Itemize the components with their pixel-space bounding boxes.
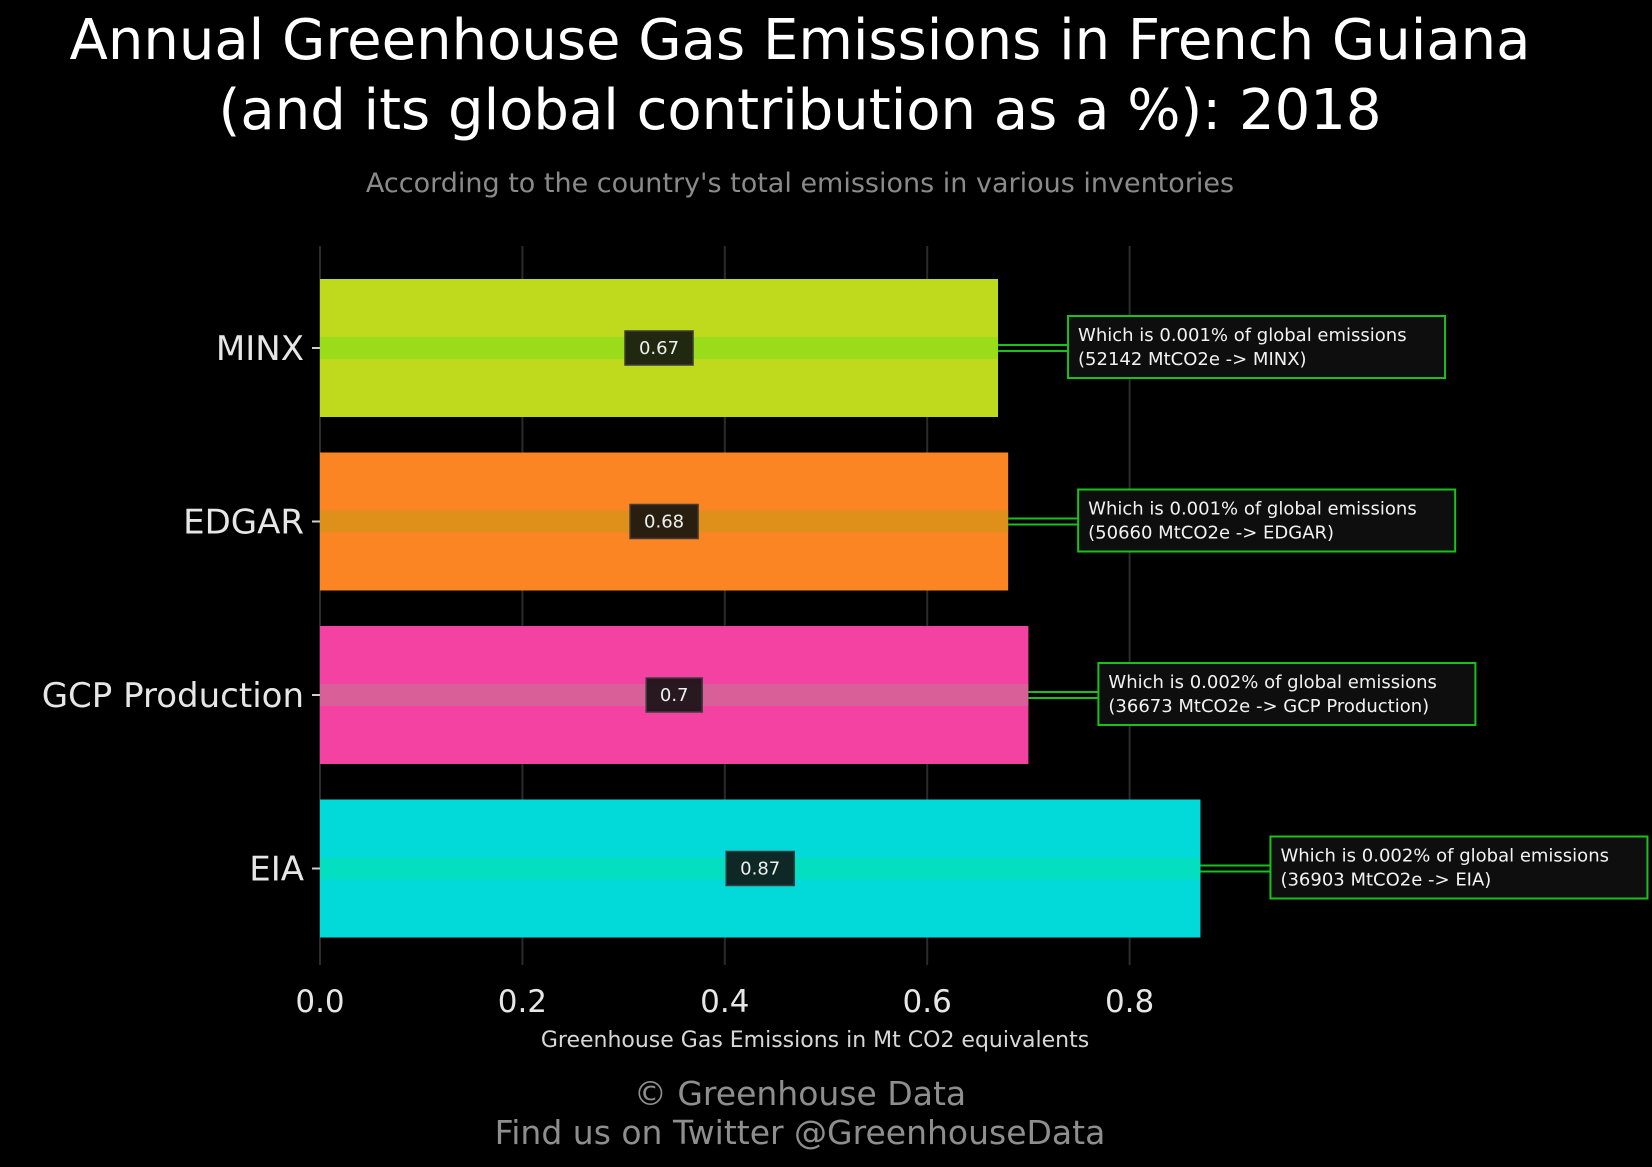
y-tick-label: EDGAR bbox=[183, 503, 304, 543]
data-label-box bbox=[629, 503, 699, 540]
annotation-line-1: Which is 0.002% of global emissions bbox=[1108, 672, 1437, 693]
y-tick-label: GCP Production bbox=[42, 676, 304, 716]
x-tick-label: 0.6 bbox=[903, 984, 952, 1020]
y-tick-label: MINX bbox=[216, 329, 304, 369]
y-tick-label: EIA bbox=[249, 850, 304, 890]
annotation-box bbox=[1077, 488, 1457, 553]
data-label: 0.67 bbox=[639, 338, 679, 359]
annotation-line-1: Which is 0.001% of global emissions bbox=[1078, 325, 1407, 346]
x-tick-label: 0.4 bbox=[700, 984, 749, 1020]
data-label-box bbox=[624, 330, 694, 366]
chart-title-line-2: (and its global contribution as a %): 20… bbox=[218, 78, 1382, 143]
annotation-line-2: (50660 MtCO2e -> EDGAR) bbox=[1088, 523, 1334, 544]
annotation-line-2: (52142 MtCO2e -> MINX) bbox=[1078, 349, 1307, 370]
footer-copyright: © Greenhouse Data bbox=[633, 1074, 967, 1113]
footer-twitter: Find us on Twitter @GreenhouseData bbox=[494, 1113, 1106, 1152]
annotation-line-1: Which is 0.001% of global emissions bbox=[1088, 499, 1417, 520]
x-tick-label: 0.0 bbox=[295, 984, 344, 1020]
annotation-line-1: Which is 0.002% of global emissions bbox=[1280, 846, 1609, 867]
data-label: 0.7 bbox=[660, 685, 689, 706]
annotation-box bbox=[1269, 835, 1649, 900]
x-axis-label: Greenhouse Gas Emissions in Mt CO2 equiv… bbox=[541, 1028, 1089, 1053]
data-label: 0.68 bbox=[644, 512, 684, 533]
chart-title-line-1: Annual Greenhouse Gas Emissions in Frenc… bbox=[69, 8, 1531, 73]
data-label: 0.87 bbox=[740, 859, 780, 880]
annotation-line-2: (36673 MtCO2e -> GCP Production) bbox=[1108, 696, 1429, 717]
chart-subtitle: According to the country's total emissio… bbox=[365, 168, 1235, 199]
annotation-box bbox=[1097, 662, 1477, 726]
annotation-box bbox=[1067, 315, 1447, 379]
chart-title: Annual Greenhouse Gas Emissions in Frenc… bbox=[0, 6, 1600, 146]
annotation-line-2: (36903 MtCO2e -> EIA) bbox=[1280, 870, 1491, 891]
data-label-box bbox=[645, 677, 703, 713]
x-tick-label: 0.8 bbox=[1105, 984, 1154, 1020]
data-label-box bbox=[725, 850, 795, 887]
x-tick-label: 0.2 bbox=[498, 984, 547, 1020]
